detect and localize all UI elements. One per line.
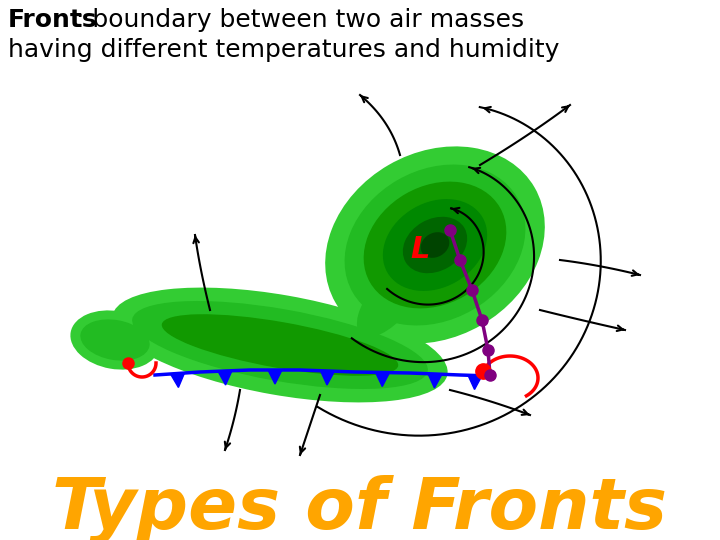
- Polygon shape: [468, 375, 482, 389]
- Text: L: L: [410, 235, 430, 265]
- Ellipse shape: [345, 165, 526, 326]
- Ellipse shape: [364, 181, 506, 308]
- Polygon shape: [268, 370, 282, 384]
- Ellipse shape: [162, 314, 398, 376]
- Ellipse shape: [325, 146, 545, 343]
- Polygon shape: [171, 373, 184, 388]
- Ellipse shape: [132, 301, 428, 389]
- Ellipse shape: [71, 310, 160, 369]
- Text: Fronts: Fronts: [8, 8, 98, 32]
- Ellipse shape: [420, 232, 449, 258]
- Text: having different temperatures and humidity: having different temperatures and humidi…: [8, 38, 559, 62]
- Polygon shape: [428, 374, 442, 388]
- Ellipse shape: [345, 250, 435, 350]
- Ellipse shape: [383, 199, 487, 291]
- Text: : boundary between two air masses: : boundary between two air masses: [76, 8, 524, 32]
- Polygon shape: [320, 371, 335, 385]
- Polygon shape: [218, 371, 232, 385]
- Ellipse shape: [357, 263, 423, 337]
- Ellipse shape: [81, 319, 150, 361]
- Ellipse shape: [112, 288, 448, 402]
- Text: Types of Fronts: Types of Fronts: [53, 476, 667, 540]
- Ellipse shape: [402, 217, 467, 273]
- Polygon shape: [376, 373, 390, 387]
